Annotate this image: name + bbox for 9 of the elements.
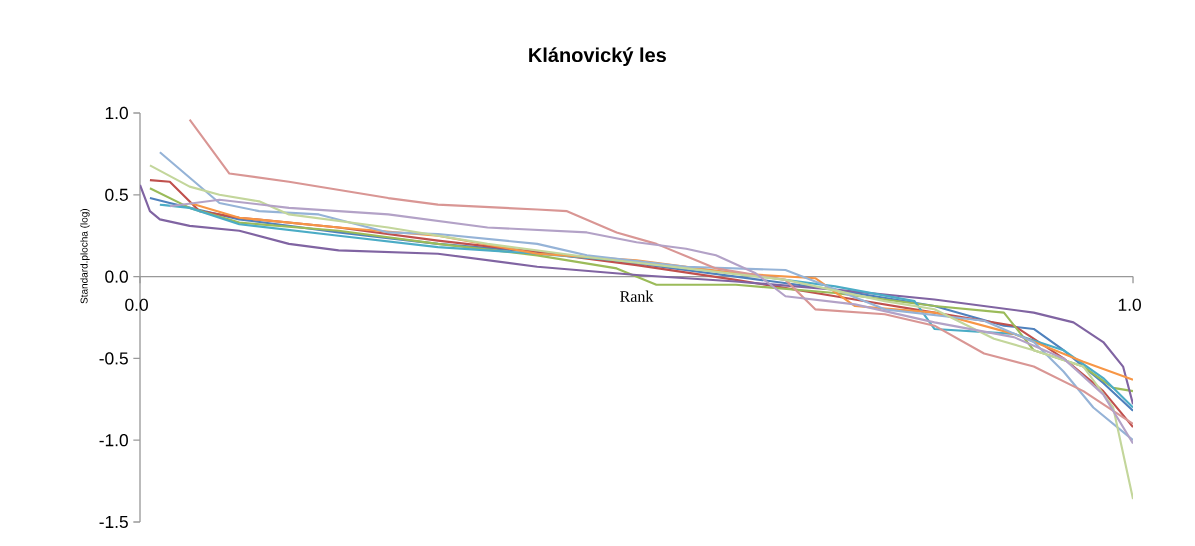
y-tick-label: -1.0 [99, 434, 128, 447]
chart-title: Klánovický les [529, 47, 666, 67]
y-tick-label: -0.5 [99, 352, 128, 365]
y-tick-label: 0.0 [105, 270, 128, 283]
y-tick-label: 1.0 [105, 106, 128, 120]
x-axis-title: Rank [620, 290, 654, 302]
y-tick-label: -1.5 [99, 515, 128, 529]
y-tick-label: 0.5 [105, 188, 128, 201]
y-axis-title: Standard.plocha (log) [80, 208, 90, 304]
